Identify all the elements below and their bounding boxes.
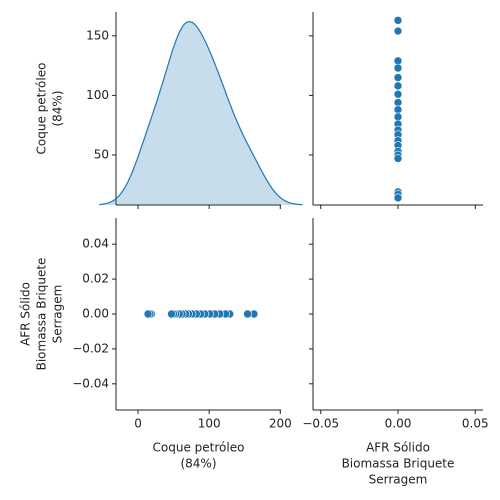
y-axis-label: Coque petróleo: [35, 63, 49, 155]
x-tick-label: 200: [269, 417, 292, 431]
scatter-point: [393, 73, 403, 82]
scatter-point: [393, 16, 403, 25]
x-tick-label: −0.05: [302, 417, 339, 431]
scatter-point: [393, 26, 403, 36]
scatter-point: [393, 56, 403, 66]
scatter-point: [393, 154, 403, 163]
scatter-point: [393, 193, 403, 203]
scatter-point: [393, 112, 403, 122]
y-tick-label: 0.02: [82, 272, 109, 286]
y-axis-label: AFR Sólido: [19, 282, 33, 346]
x-tick-label: 0: [134, 417, 142, 431]
x-axis-label: Serragem: [369, 473, 428, 487]
kde-area: [99, 21, 303, 206]
y-axis-label: Serragem: [51, 285, 65, 344]
scatter-point: [393, 105, 403, 114]
y-tick-label: −0.02: [72, 341, 109, 355]
kde-line: [99, 21, 303, 206]
y-tick-label: −0.04: [72, 376, 109, 390]
x-tick-label: 0.05: [462, 417, 489, 431]
scatter-point: [393, 63, 403, 73]
scatter-point: [143, 309, 153, 319]
scatter-point: [243, 309, 252, 319]
x-tick-label: 0.00: [385, 417, 412, 431]
y-tick-label: 100: [86, 88, 109, 102]
y-axis-label: Biomassa Briquete: [35, 258, 49, 371]
x-axis-label: Biomassa Briquete: [342, 457, 455, 471]
x-axis-label: (84%): [180, 457, 216, 471]
x-axis-label: AFR Sólido: [366, 441, 430, 455]
scatter-point: [393, 98, 403, 107]
y-tick-label: 0.00: [82, 307, 109, 321]
x-tick-label: 100: [198, 417, 221, 431]
scatter-point: [167, 309, 176, 319]
scatter-point: [393, 81, 403, 91]
y-axis-label: (84%): [51, 90, 65, 126]
y-tick-label: 50: [94, 147, 109, 161]
x-axis-label: Coque petróleo: [153, 441, 245, 455]
scatter-point: [393, 89, 403, 99]
y-tick-label: 0.04: [82, 237, 109, 251]
y-tick-label: 150: [86, 28, 109, 42]
